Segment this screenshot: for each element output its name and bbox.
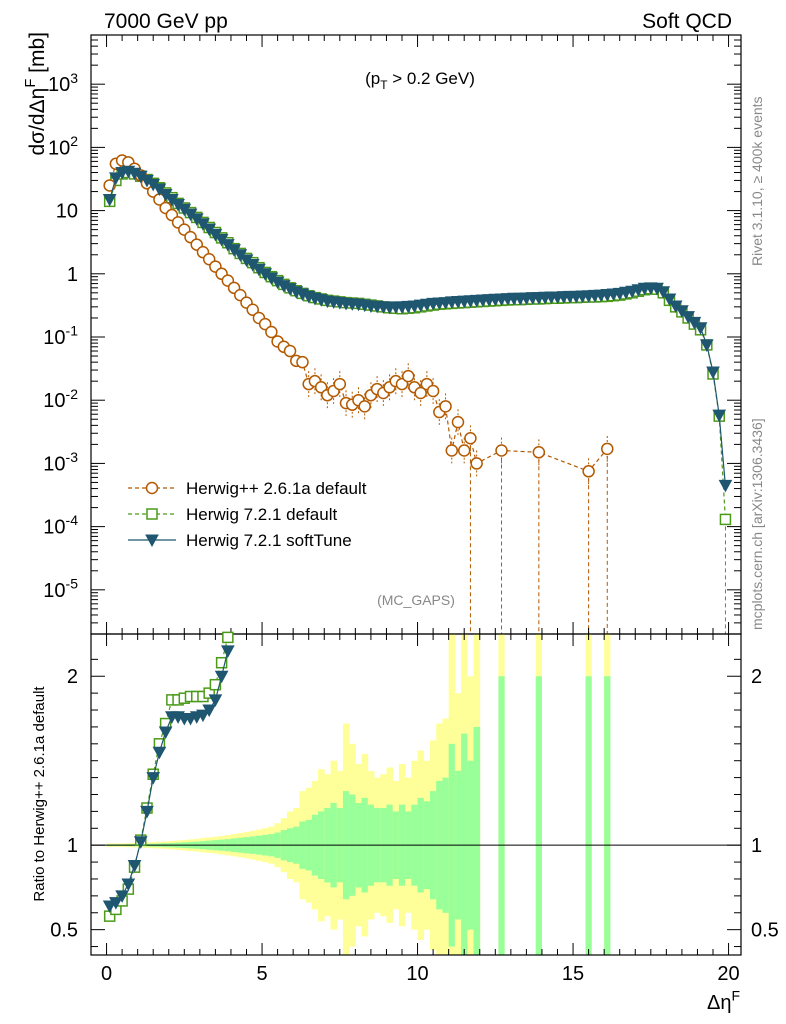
main-series-2-point <box>699 339 714 352</box>
ratio-series-1-point <box>152 746 167 760</box>
x-tick-label: 15 <box>562 963 584 985</box>
ratio-series-1-point <box>158 726 173 740</box>
ratio-band-spike-inner <box>535 676 542 955</box>
ratio-series-1-point <box>127 859 142 873</box>
main-series-0-point <box>265 325 278 339</box>
ratio-series-1-point <box>121 878 136 892</box>
side-text-top: Rivet 3.1.10, ≥ 400k events <box>749 96 765 266</box>
main-series-0-point <box>470 457 483 470</box>
ratio-series-1-point <box>109 897 123 910</box>
main-series-0-point <box>246 303 259 316</box>
main-series-0-point <box>445 444 459 457</box>
ratio-y-tick-label: 1 <box>67 835 78 857</box>
ratio-series-0-point <box>209 678 222 691</box>
ratio-band-inner <box>461 733 468 955</box>
main-series-0-point <box>283 344 297 358</box>
annotation: (pT > 0.2 GeV) <box>365 69 475 92</box>
main-series-2-point <box>662 293 677 306</box>
ratio-series-1-point <box>202 704 217 718</box>
ratio-series-1-point <box>133 836 148 849</box>
ratio-y-axis-label: Ratio to Herwig++ 2.6.1a default <box>31 686 48 902</box>
side-text-bottom: mcplots.cern.ch [arXiv:1306.3436] <box>749 418 765 630</box>
ratio-series-0-point <box>215 656 228 669</box>
x-tick-label: 0 <box>101 963 112 985</box>
main-series-0-point <box>358 400 371 413</box>
ratio-series-1-point <box>214 670 229 684</box>
ratio-band-inner <box>473 726 481 955</box>
x-tick-label: 5 <box>256 963 267 985</box>
ratio-y-tick-label-right: 0.5 <box>751 920 779 942</box>
main-series-2-point <box>109 172 123 185</box>
y-tick-label: 10-2 <box>43 386 78 412</box>
main-series-0-point <box>451 415 465 429</box>
main-series-0-point <box>495 444 508 457</box>
main-series-0-point <box>333 377 347 391</box>
y-tick-label: 102 <box>48 133 78 159</box>
y-axis-label: dσ/dΔηF [mb] <box>23 32 49 156</box>
ratio-y-tick-label-right: 2 <box>751 666 762 688</box>
ratio-series-0-point <box>203 687 215 699</box>
legend-marker <box>145 534 159 548</box>
ratio-series-1-point <box>115 890 129 903</box>
main-series-0-point <box>532 446 546 459</box>
header-left: 7000 GeV pp <box>104 10 228 33</box>
main-series-2-point <box>102 193 117 207</box>
main-series-0-point <box>296 355 309 369</box>
x-tick-label: 10 <box>406 963 428 985</box>
x-tick-label: 20 <box>717 963 739 985</box>
main-series-0-point <box>582 465 595 478</box>
ratio-y-tick-label: 2 <box>67 666 78 688</box>
header-right: Soft QCD <box>642 10 732 33</box>
main-series-0-point <box>601 442 614 456</box>
ratio-band-spike-inner <box>585 676 592 955</box>
main-series-2-point <box>712 409 727 423</box>
ratio-series-1-point <box>220 645 235 658</box>
ratio-panel: 0 5 10 15 20 ΔηF 0.5 0.5 1 1 2 2 Ratio to Herwig++ 2… <box>31 35 779 1014</box>
legend-marker <box>146 508 158 520</box>
ratio-series-0-point <box>222 631 234 644</box>
watermark: (MC_GAPS) <box>377 592 455 608</box>
ratio-y-tick-label: 0.5 <box>50 920 78 942</box>
ratio-band-spike-inner <box>498 676 505 955</box>
ratio-y-tick-label-right: 1 <box>751 835 762 857</box>
legend-label: Herwig 7.2.1 default <box>186 505 337 524</box>
main-series-0-point <box>401 369 415 383</box>
legend-marker <box>145 481 159 495</box>
legend-label: Herwig 7.2.1 softTune <box>186 531 352 550</box>
ratio-band-spike-inner <box>604 676 611 955</box>
y-tick-label: 10-1 <box>43 323 78 349</box>
ratio-series-1-point <box>196 709 210 723</box>
main-series-0-point <box>464 432 477 445</box>
main-series-0-point <box>457 444 471 457</box>
main-series-0-point <box>414 386 427 400</box>
y-tick-label: 10-5 <box>43 575 78 601</box>
x-axis-label: ΔηF <box>707 988 740 1014</box>
main-series-0-line <box>109 159 608 473</box>
main-series-2-point <box>656 286 671 299</box>
main-series-2-point <box>706 366 720 379</box>
y-tick-label: 10-3 <box>43 449 78 475</box>
y-tick-label: 10 <box>56 201 78 223</box>
main-series-2-point <box>718 479 733 493</box>
y-tick-label: 103 <box>48 70 78 96</box>
main-series-2-point <box>693 322 708 335</box>
y-tick-label: 1 <box>67 264 78 286</box>
main-series-0-point <box>439 400 452 413</box>
legend: Herwig++ 2.6.1a default Herwig 7.2.1 defa… <box>128 479 367 550</box>
ratio-series-1-point <box>146 772 161 785</box>
y-tick-label: 10-4 <box>43 512 78 538</box>
ratio-series-1-point <box>140 805 154 819</box>
legend-label: Herwig++ 2.6.1a default <box>186 479 367 498</box>
main-series-0-point <box>426 384 440 398</box>
main-series-1-point <box>719 513 732 526</box>
ratio-series-1-point <box>208 694 223 707</box>
